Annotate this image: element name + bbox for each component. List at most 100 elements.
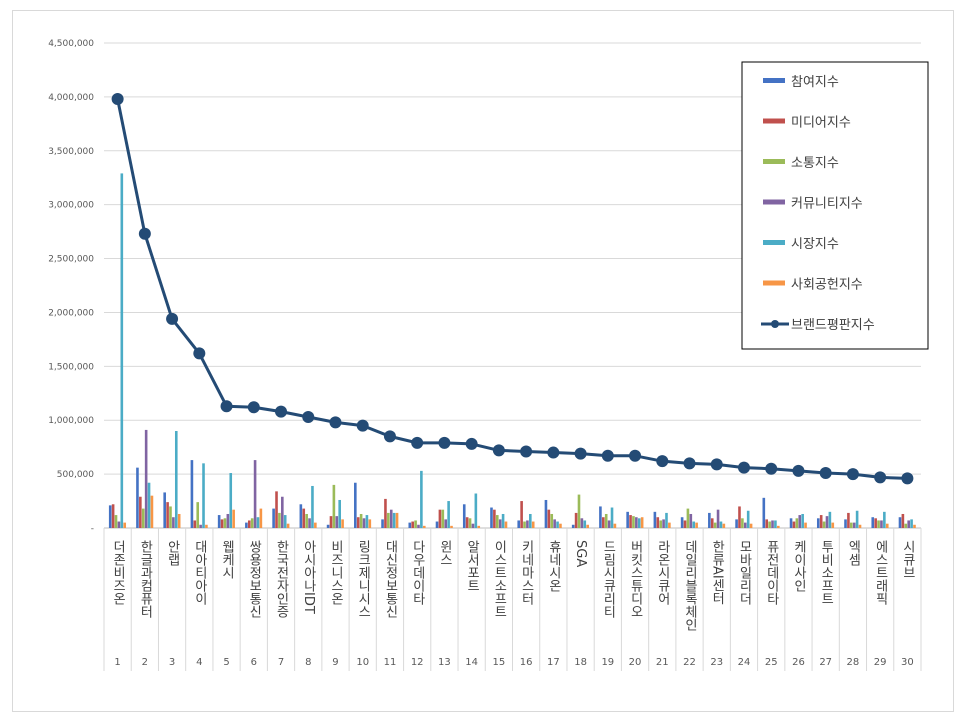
category-label: 엑셈 — [845, 540, 860, 566]
line-point — [710, 458, 723, 471]
y-axis-tick-labels: - 500,000 1,000,000 1,500,000 2,000,000 2,500… — [48, 39, 94, 534]
bar — [384, 498, 387, 528]
rank-label: 15 — [493, 657, 506, 668]
bar — [111, 504, 115, 528]
bar — [828, 511, 832, 528]
rank-label: 9 — [332, 657, 338, 668]
bar — [223, 518, 227, 528]
rank-label: 4 — [196, 657, 202, 668]
bar — [335, 516, 339, 528]
bar — [117, 521, 121, 528]
bar — [741, 518, 744, 528]
line-point — [383, 430, 396, 443]
legend-entry: 미디어지수 — [791, 116, 851, 131]
rank-label: 1 — [114, 657, 120, 668]
bar — [547, 509, 551, 528]
rank-label: 20 — [629, 657, 642, 668]
bar — [302, 508, 306, 528]
line-point — [683, 457, 696, 470]
bar — [471, 523, 475, 528]
category-label: 비즈니스온 — [328, 540, 343, 605]
bar — [746, 510, 750, 528]
bar — [245, 522, 248, 528]
rank-label: 27 — [819, 657, 832, 668]
rank-label: 7 — [278, 657, 284, 668]
bar — [305, 513, 308, 528]
bar — [504, 521, 508, 528]
bar — [392, 512, 396, 528]
bar — [626, 511, 629, 528]
bar — [468, 518, 472, 528]
legend-swatch — [763, 78, 785, 83]
bar — [904, 523, 908, 528]
bar — [777, 525, 780, 528]
bar — [365, 515, 369, 528]
bar — [577, 494, 581, 528]
bar — [662, 519, 665, 528]
line-point — [220, 400, 233, 413]
rank-label: 10 — [356, 657, 369, 668]
bar — [571, 524, 575, 528]
bar — [556, 521, 559, 528]
legend-entry: 참여지수 — [791, 75, 839, 90]
bar — [637, 518, 641, 528]
bar — [880, 520, 883, 528]
category-label: SGA — [573, 540, 588, 567]
bar — [686, 508, 690, 528]
category-label: 드림시큐리티 — [600, 540, 615, 618]
category-label: 모바일리더 — [736, 540, 751, 605]
bar — [136, 467, 139, 528]
bar — [610, 507, 614, 528]
line-point — [765, 462, 778, 475]
category-label: 다우데이타 — [410, 540, 425, 605]
category-label: 쌍용정보통신 — [246, 540, 261, 618]
line-point — [275, 405, 288, 418]
bar — [640, 517, 644, 528]
bar — [422, 525, 426, 528]
line-point — [656, 455, 669, 468]
bar — [586, 524, 589, 528]
bar — [858, 524, 862, 528]
bar — [329, 516, 333, 528]
rank-label: 21 — [656, 657, 669, 668]
bar — [259, 508, 263, 528]
bar — [716, 509, 720, 528]
bar — [559, 523, 562, 528]
rank-label: 18 — [574, 657, 587, 668]
bar — [738, 506, 741, 528]
bar — [199, 524, 202, 528]
rank-label: 19 — [601, 657, 614, 668]
bar — [493, 509, 496, 528]
bar — [613, 523, 617, 528]
bar — [444, 519, 448, 528]
line-point — [166, 312, 179, 325]
bar — [852, 522, 856, 528]
bar — [544, 499, 548, 528]
rank-label: 3 — [169, 657, 175, 668]
bar — [713, 522, 717, 528]
bar — [689, 513, 693, 528]
rank-label: 2 — [142, 657, 148, 668]
bar — [901, 513, 905, 528]
bar — [477, 525, 481, 528]
bar — [144, 429, 148, 528]
bar — [202, 463, 205, 528]
bar — [283, 515, 287, 528]
bar — [531, 521, 535, 528]
rank-label: 14 — [465, 657, 478, 668]
bar — [743, 522, 747, 528]
bar — [498, 519, 502, 528]
category-label: 퓨전데이타 — [764, 540, 779, 605]
bar — [462, 504, 466, 528]
rank-label: 13 — [438, 657, 451, 668]
bar — [822, 521, 826, 528]
rank-label: 25 — [765, 657, 778, 668]
category-label: 대아티아이 — [192, 540, 207, 605]
bar — [163, 492, 166, 528]
x-axis: 더존비즈온 1 한글과컴퓨터 2 안랩 3 대아티아이 4 웹케시 5 쌍용정보통신 6 한국전자인증 7… — [103, 528, 922, 671]
rank-label: 17 — [547, 657, 560, 668]
line-point — [547, 446, 560, 459]
rank-label: 22 — [683, 657, 696, 668]
bar — [150, 495, 154, 528]
bar — [139, 496, 142, 528]
